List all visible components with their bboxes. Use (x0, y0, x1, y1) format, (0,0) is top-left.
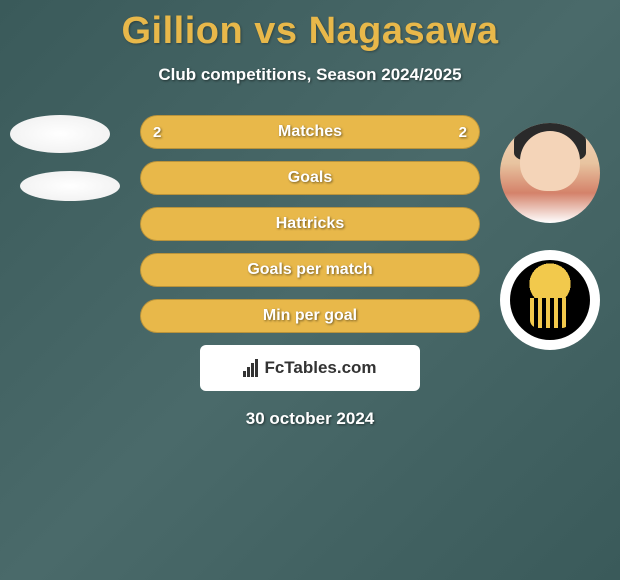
fctables-badge[interactable]: FcTables.com (200, 345, 420, 391)
stat-label: Goals (288, 169, 332, 187)
date-label: 30 october 2024 (0, 409, 620, 429)
fctables-label: FcTables.com (264, 358, 376, 378)
stats-container: 2 Matches 2 Goals Hattricks Goals per ma… (140, 115, 480, 333)
stat-min-per-goal: Min per goal (140, 299, 480, 333)
chart-icon (243, 359, 258, 377)
stat-goals-per-match: Goals per match (140, 253, 480, 287)
stat-label: Min per goal (263, 307, 357, 325)
club-left-avatar (20, 171, 120, 201)
player-left-avatar (10, 115, 110, 153)
club-right-avatar (500, 250, 600, 350)
stat-value-right: 2 (459, 124, 467, 141)
stat-label: Hattricks (276, 215, 344, 233)
comparison-content: 2 Matches 2 Goals Hattricks Goals per ma… (0, 115, 620, 429)
stat-label: Goals per match (247, 261, 372, 279)
page-title: Gillion vs Nagasawa (0, 0, 620, 53)
stat-hattricks: Hattricks (140, 207, 480, 241)
stat-label: Matches (278, 123, 342, 141)
player-face (520, 131, 580, 191)
stat-goals: Goals (140, 161, 480, 195)
stat-matches: 2 Matches 2 (140, 115, 480, 149)
player-right-avatar (500, 123, 600, 223)
stat-value-left: 2 (153, 124, 161, 141)
wellington-phoenix-logo (510, 260, 590, 340)
subtitle: Club competitions, Season 2024/2025 (0, 65, 620, 85)
